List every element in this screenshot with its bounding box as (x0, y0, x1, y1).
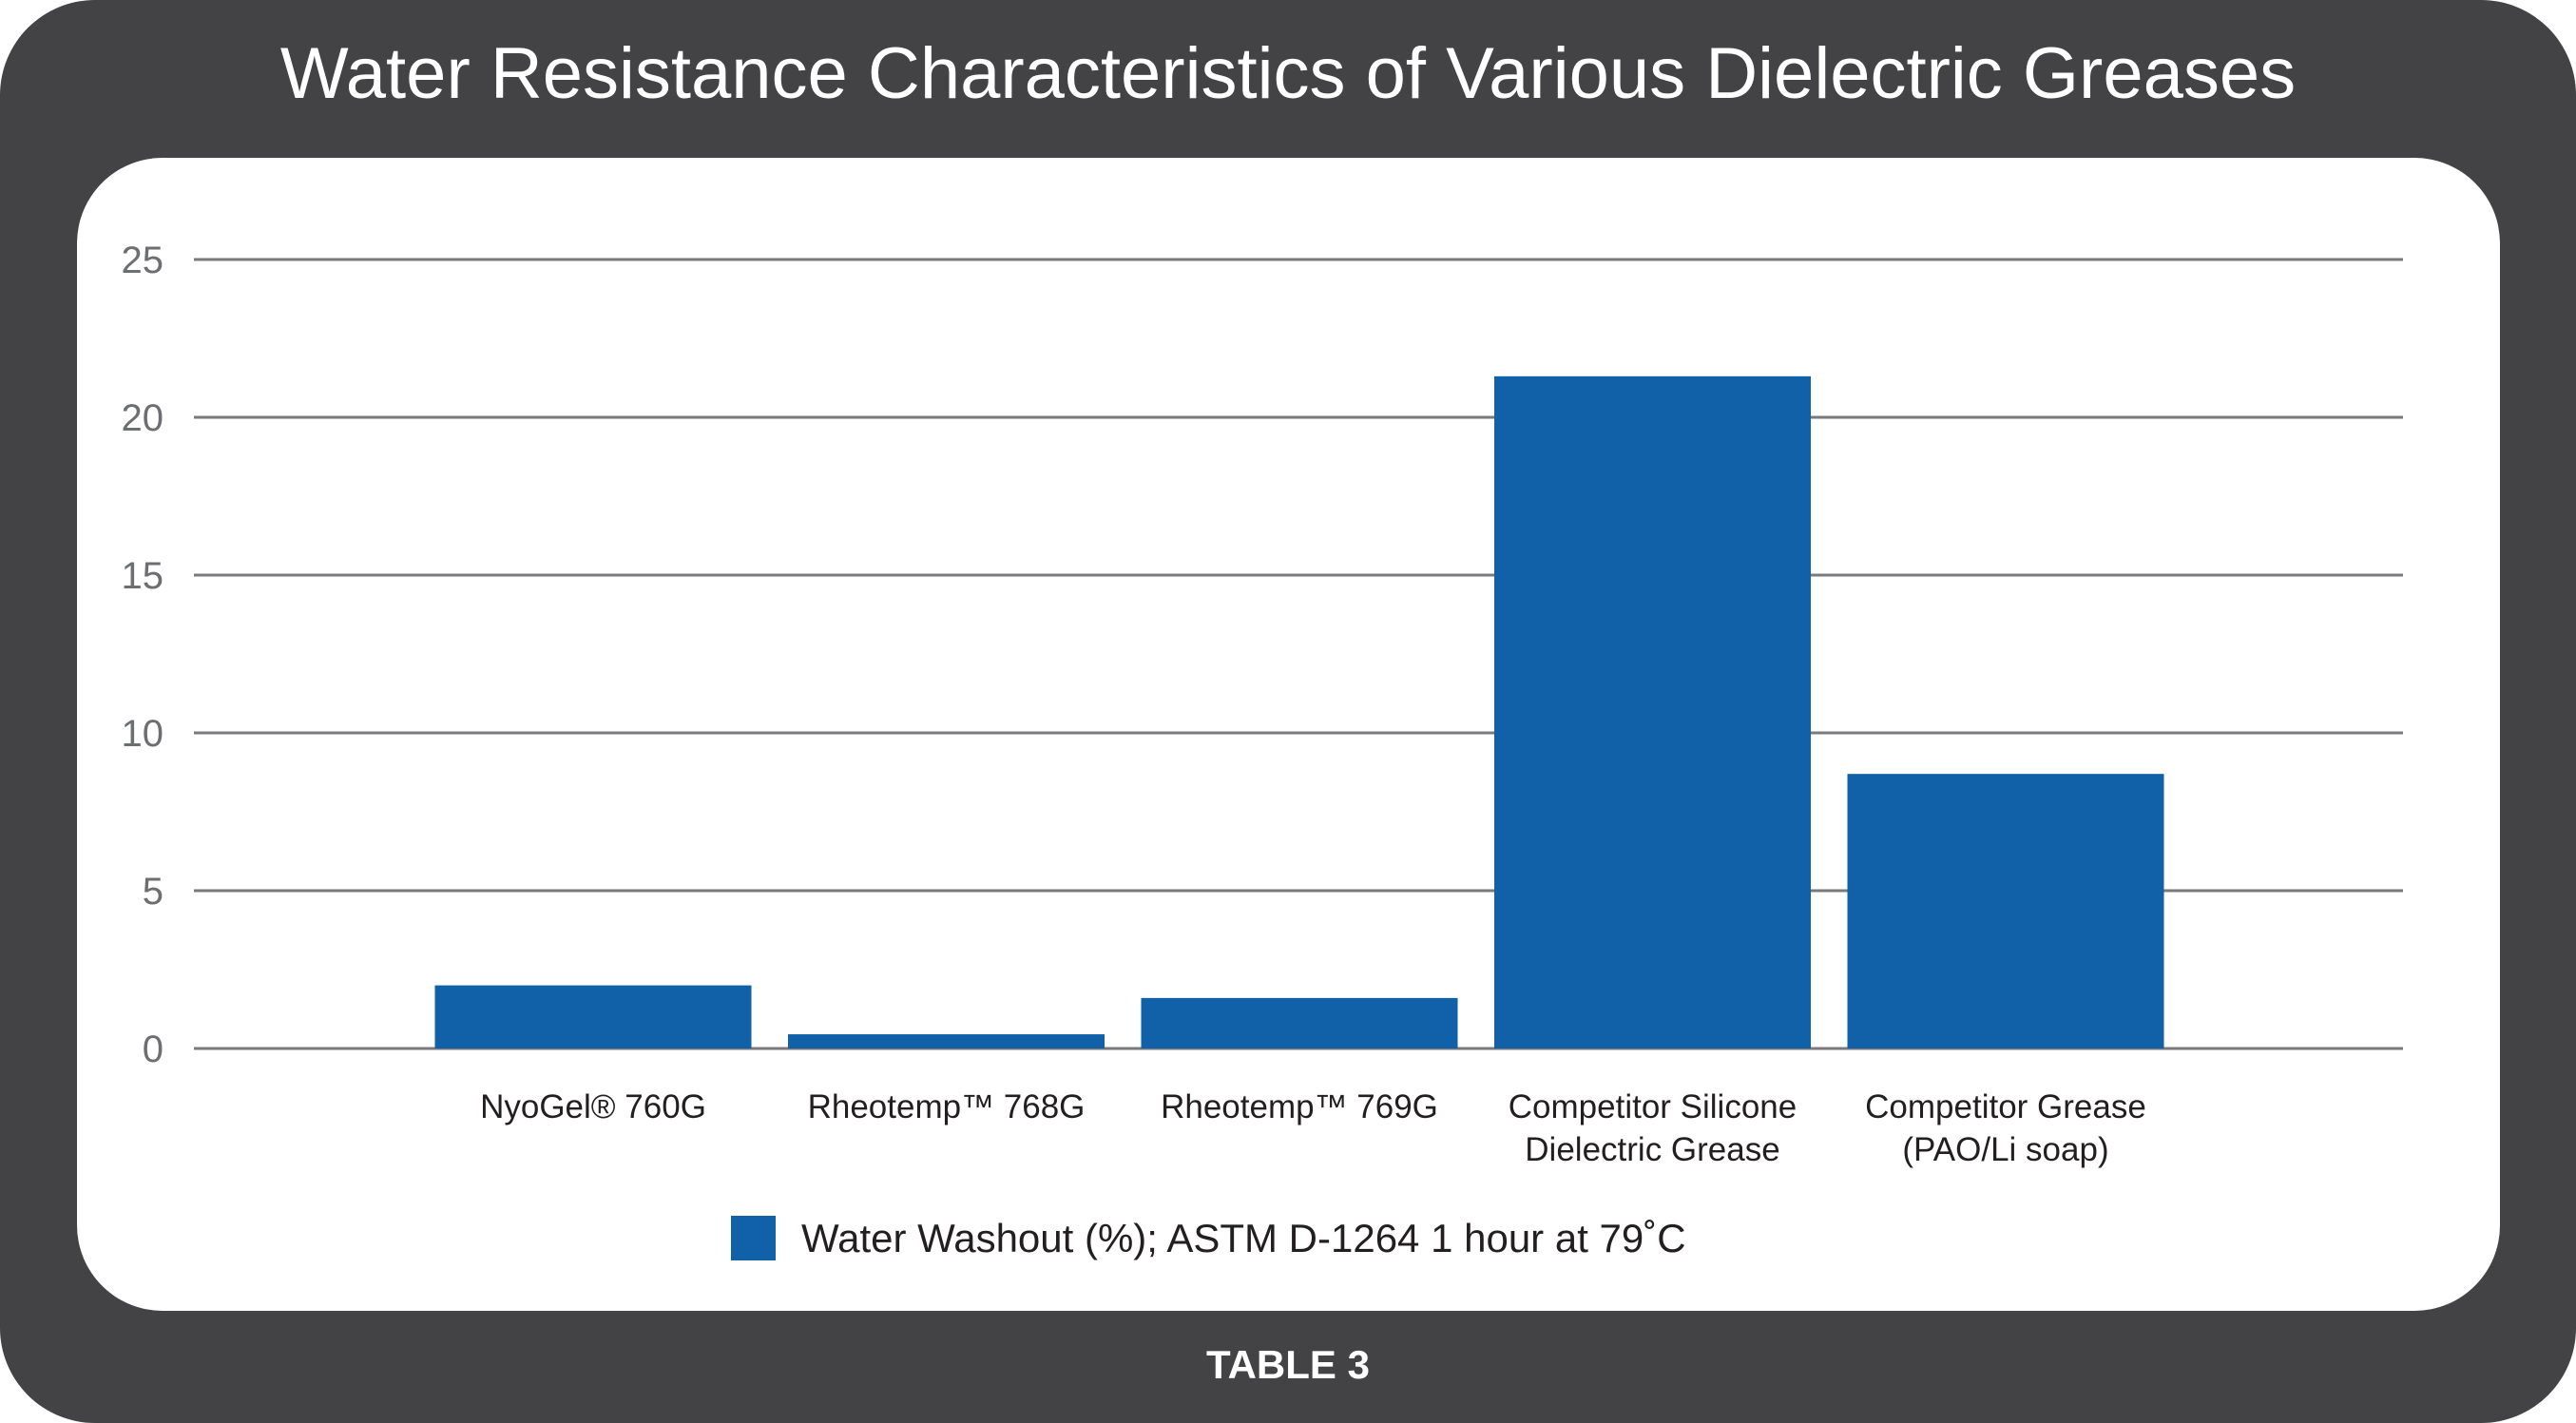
bar (1141, 997, 1458, 1048)
y-tick-label: 15 (122, 555, 164, 597)
bar (1494, 375, 1811, 1049)
chart-title: Water Resistance Characteristics of Vari… (279, 33, 2297, 114)
legend-swatch (731, 1216, 776, 1260)
y-tick-label: 25 (122, 240, 164, 281)
x-tick-label: Rheotemp™ 768G (808, 1088, 1086, 1125)
bar (434, 985, 752, 1048)
y-tick-label: 5 (143, 871, 163, 913)
bar (788, 1034, 1105, 1048)
table-caption: TABLE 3 (1206, 1342, 1370, 1387)
x-tick-label: Rheotemp™ 769G (1161, 1088, 1438, 1125)
y-tick-label: 10 (122, 713, 164, 755)
x-tick-label: Competitor Grease (1865, 1088, 2146, 1125)
x-tick-label: Competitor Silicone (1509, 1088, 1797, 1125)
legend-label: Water Washout (%); ASTM D-1264 1 hour at… (801, 1216, 1686, 1260)
y-tick-label: 0 (143, 1029, 163, 1070)
x-tick-label: NyoGel® 760G (480, 1088, 706, 1125)
bar (1847, 774, 2164, 1048)
y-tick-label: 20 (122, 397, 164, 439)
x-tick-label: Dielectric Grease (1525, 1131, 1779, 1168)
x-tick-label: (PAO/Li soap) (1902, 1131, 2108, 1168)
